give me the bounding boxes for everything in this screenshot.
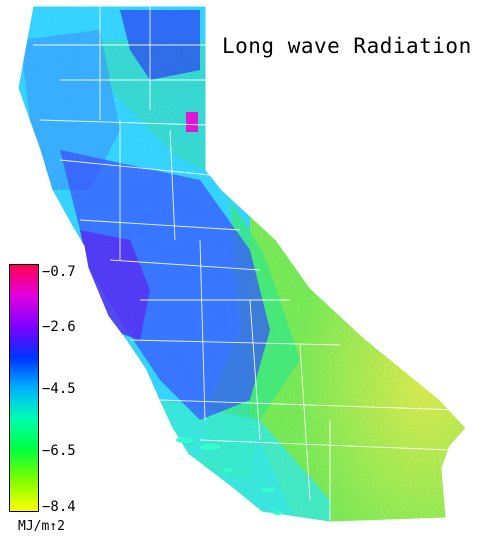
legend-tick-label: −0.7 (42, 264, 76, 280)
legend-tick-label: −6.5 (42, 443, 76, 459)
legend-tick-label: −8.4 (42, 499, 76, 515)
legend-tick-label: −2.6 (42, 319, 76, 335)
legend-tick-label: −4.5 (42, 381, 76, 397)
legend-color-bar (9, 264, 39, 512)
channel-islands (176, 437, 283, 515)
map-title: Long wave Radiation (222, 34, 472, 58)
legend-unit-label: MJ/m↑2 (18, 519, 65, 534)
